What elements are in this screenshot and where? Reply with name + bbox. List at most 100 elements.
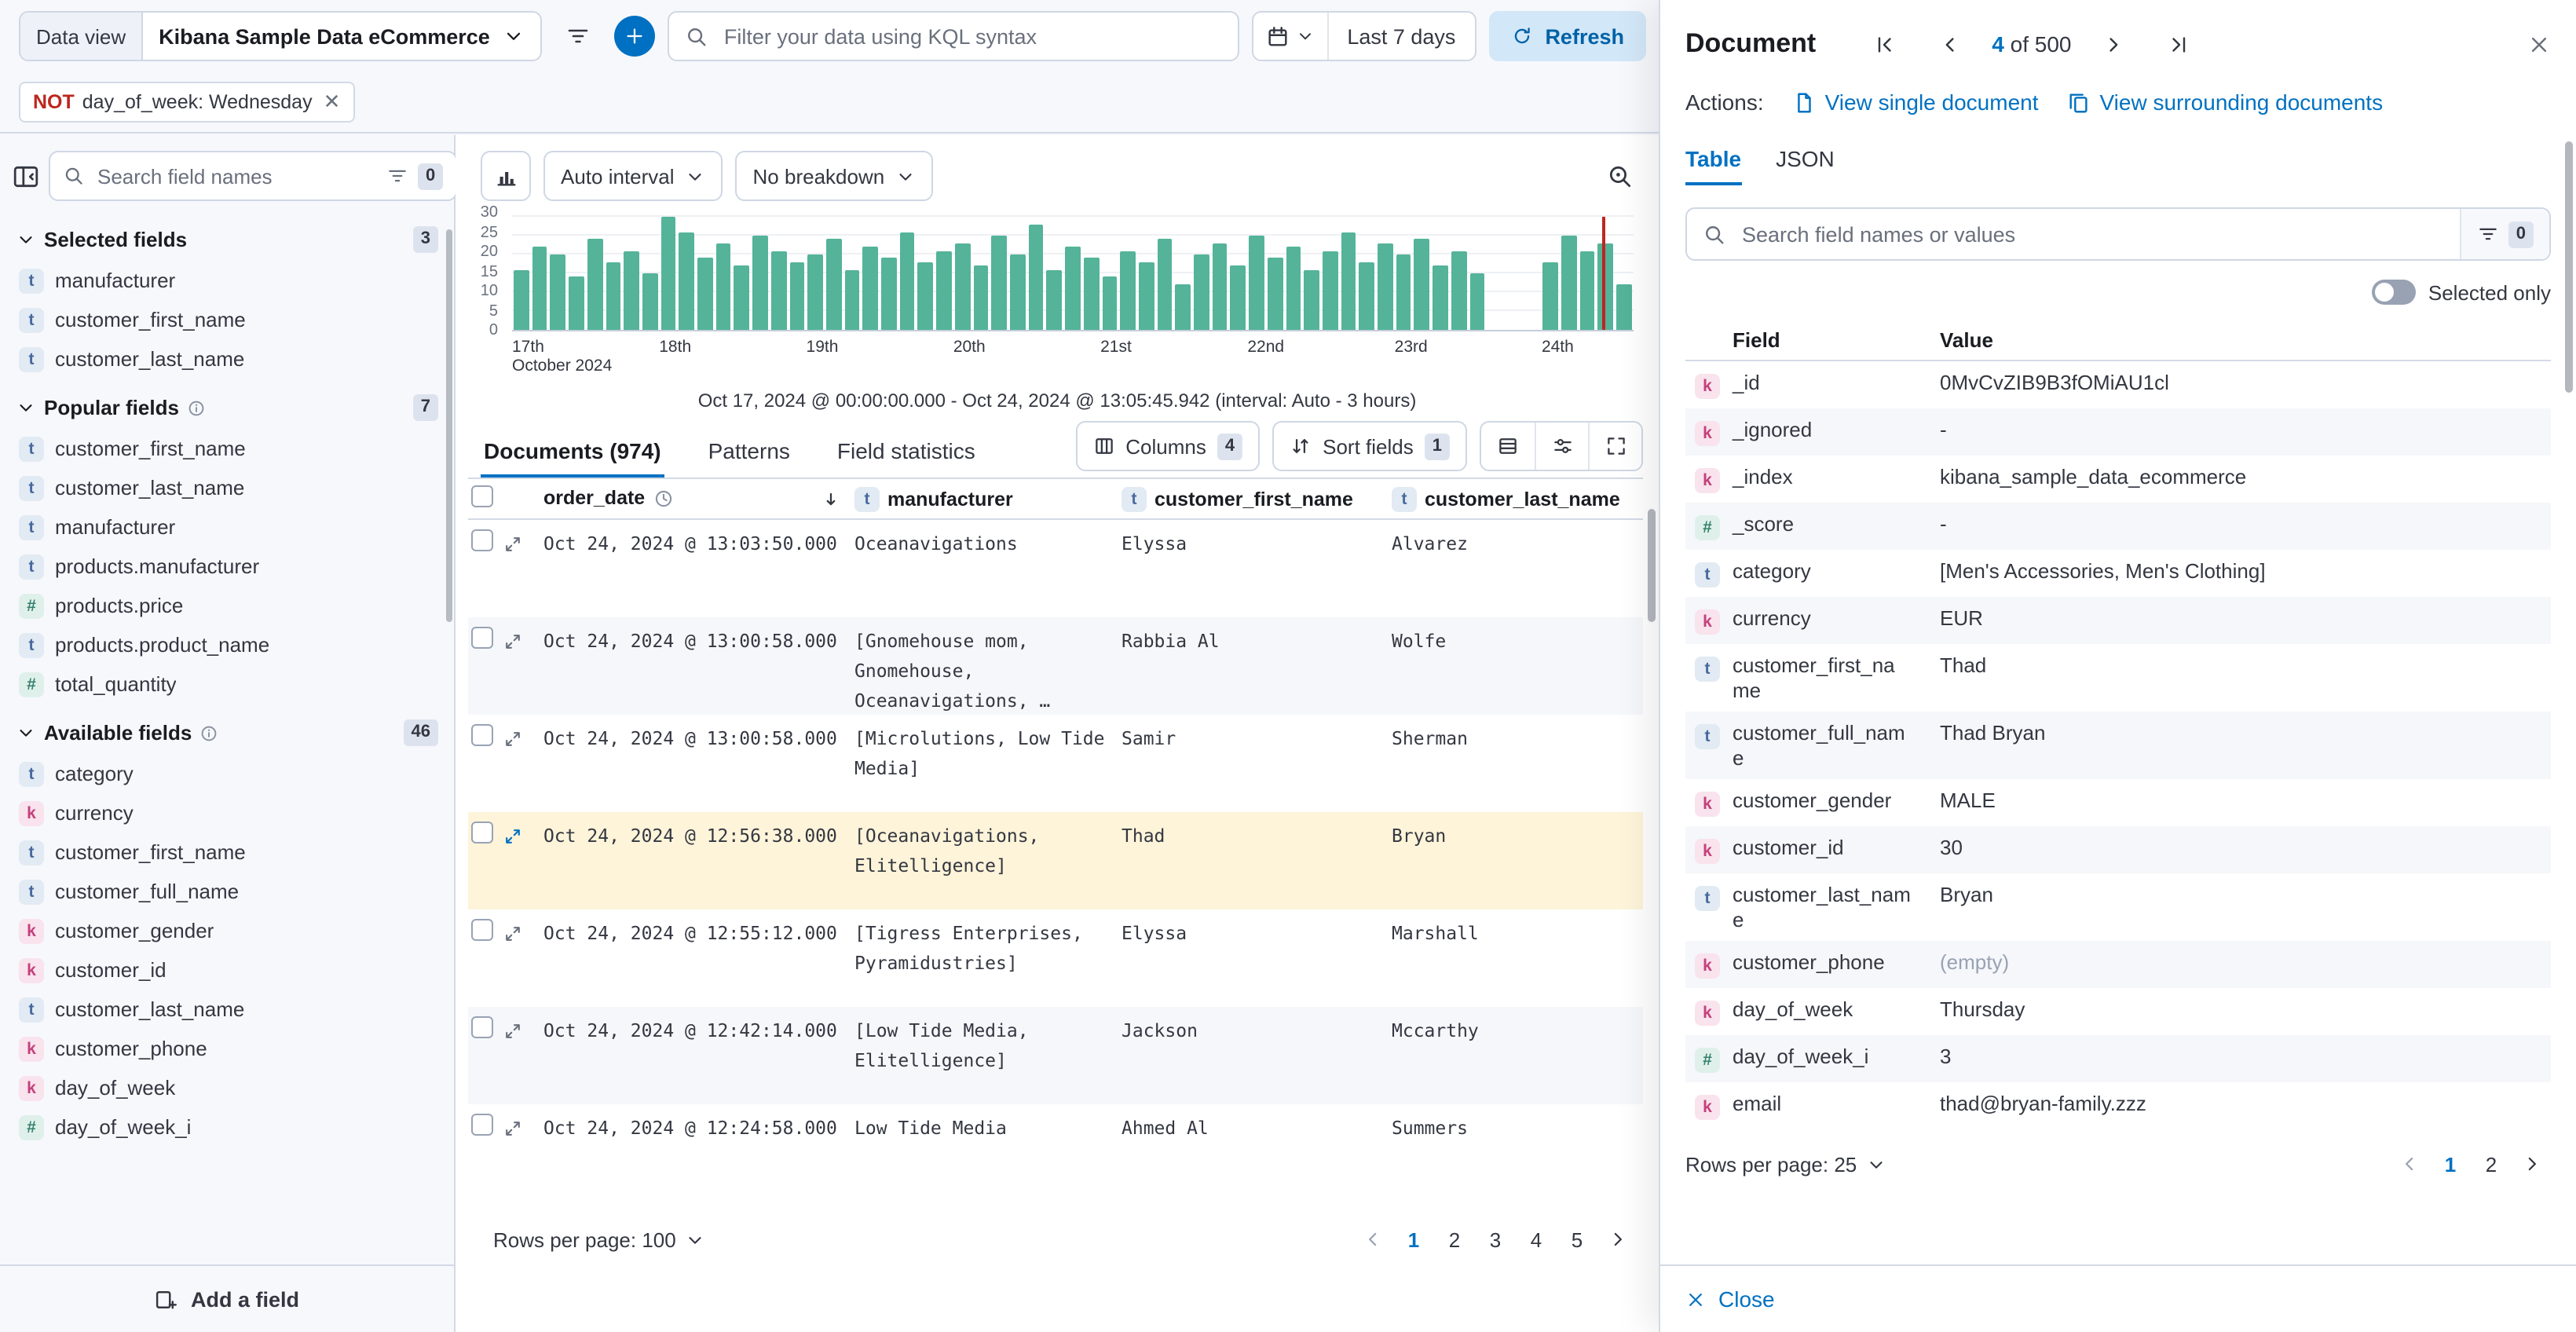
histogram-bar[interactable] bbox=[973, 265, 989, 330]
histogram-bar[interactable] bbox=[899, 232, 915, 330]
tab-field-statistics[interactable]: Field statistics bbox=[836, 438, 975, 463]
histogram-bar[interactable] bbox=[697, 258, 713, 330]
field-item[interactable]: # products.price bbox=[13, 586, 441, 625]
doc-field-row[interactable]: t customer_first_name Thad bbox=[1685, 644, 2551, 712]
histogram-bar[interactable] bbox=[1138, 262, 1154, 330]
histogram-bar[interactable] bbox=[1433, 265, 1448, 330]
histogram-bar[interactable] bbox=[1102, 276, 1118, 330]
histogram-bar[interactable] bbox=[1120, 251, 1136, 330]
doc-field-row[interactable]: t customer_last_name Bryan bbox=[1685, 873, 2551, 941]
chart-options-button[interactable] bbox=[481, 151, 531, 201]
histogram-bar[interactable] bbox=[954, 243, 971, 330]
previous-document-button[interactable] bbox=[1926, 20, 1973, 68]
row-checkbox[interactable] bbox=[468, 520, 503, 617]
data-view-button[interactable]: Kibana Sample Data eCommerce bbox=[143, 13, 540, 60]
histogram-bar[interactable] bbox=[1414, 239, 1430, 330]
page-3-button[interactable]: 3 bbox=[1489, 1228, 1502, 1251]
page-1-button[interactable]: 1 bbox=[2444, 1152, 2457, 1176]
field-item[interactable]: k customer_phone bbox=[13, 1029, 441, 1068]
histogram-bar[interactable] bbox=[1616, 284, 1632, 330]
sidebar-section-header[interactable]: Selected fields 3 bbox=[16, 226, 438, 253]
doc-field-row[interactable]: # day_of_week_i 3 bbox=[1685, 1035, 2551, 1082]
histogram-bar[interactable] bbox=[514, 269, 529, 330]
auto-interval-select[interactable]: Auto interval bbox=[543, 151, 723, 201]
field-search-input[interactable] bbox=[94, 163, 377, 189]
doc-field-row[interactable]: k customer_gender MALE bbox=[1685, 779, 2551, 826]
remove-filter-icon[interactable]: ✕ bbox=[323, 90, 341, 113]
table-row[interactable]: Oct 24, 2024 @ 13:00:58.000 [Gnomehouse … bbox=[468, 617, 1643, 715]
page-2-button[interactable]: 2 bbox=[1448, 1228, 1461, 1251]
histogram-bar[interactable] bbox=[1175, 284, 1191, 330]
histogram-bar[interactable] bbox=[1396, 254, 1411, 330]
columns-button[interactable]: Columns 4 bbox=[1075, 421, 1261, 471]
row-checkbox[interactable] bbox=[468, 617, 503, 715]
sidebar-section-header[interactable]: Popular fields 7 bbox=[16, 394, 438, 421]
table-row[interactable]: Oct 24, 2024 @ 13:00:58.000 [Microlution… bbox=[468, 715, 1643, 812]
histogram-bar[interactable] bbox=[1083, 258, 1099, 330]
histogram-bar[interactable] bbox=[844, 269, 860, 330]
row-checkbox[interactable] bbox=[468, 715, 503, 812]
doc-field-row[interactable]: t category [Men's Accessories, Men's Clo… bbox=[1685, 550, 2551, 597]
grid-settings-button[interactable] bbox=[1535, 423, 1588, 470]
expand-row-icon[interactable] bbox=[503, 520, 543, 617]
row-checkbox[interactable] bbox=[468, 909, 503, 1007]
tab-documents[interactable]: Documents (974) bbox=[481, 429, 664, 478]
row-checkbox[interactable] bbox=[468, 1104, 503, 1202]
collapse-sidebar-button[interactable] bbox=[13, 152, 39, 199]
doc-field-row[interactable]: k _ignored - bbox=[1685, 408, 2551, 456]
next-page-button[interactable] bbox=[2513, 1145, 2551, 1183]
histogram-bar[interactable] bbox=[862, 247, 879, 330]
expand-row-icon[interactable] bbox=[503, 617, 543, 715]
close-flyout-icon[interactable] bbox=[2527, 31, 2551, 57]
time-range-button[interactable]: Last 7 days bbox=[1328, 13, 1475, 60]
filter-menu-button[interactable] bbox=[554, 13, 602, 60]
field-item[interactable]: t manufacturer bbox=[13, 261, 441, 300]
sort-fields-button[interactable]: Sort fields 1 bbox=[1272, 421, 1467, 471]
histogram-bar[interactable] bbox=[1304, 269, 1319, 330]
rows-per-page-button[interactable]: Rows per page: 100 bbox=[493, 1228, 706, 1251]
add-field-button[interactable]: Add a field bbox=[13, 1275, 441, 1323]
select-all-checkbox[interactable] bbox=[468, 485, 503, 512]
histogram-bar[interactable] bbox=[587, 239, 603, 330]
histogram-bar[interactable] bbox=[606, 262, 621, 330]
previous-page-button[interactable] bbox=[1354, 1220, 1392, 1258]
page-2-button[interactable]: 2 bbox=[2485, 1152, 2497, 1176]
field-item[interactable]: t customer_first_name bbox=[13, 429, 441, 468]
field-item[interactable]: # day_of_week_i bbox=[13, 1107, 441, 1147]
expand-row-icon[interactable] bbox=[503, 812, 543, 909]
field-item[interactable]: t customer_full_name bbox=[13, 872, 441, 911]
histogram-bar[interactable] bbox=[642, 273, 658, 330]
view-single-document-link[interactable]: View single document bbox=[1792, 90, 2039, 115]
doc-field-search-input[interactable] bbox=[1739, 221, 2447, 247]
histogram-bar[interactable] bbox=[1542, 262, 1559, 330]
histogram-bar[interactable] bbox=[1028, 224, 1044, 330]
table-row[interactable]: Oct 24, 2024 @ 12:24:58.000 Low Tide Med… bbox=[468, 1104, 1643, 1202]
previous-page-button[interactable] bbox=[2391, 1145, 2428, 1183]
expand-row-icon[interactable] bbox=[503, 1104, 543, 1202]
histogram-bar[interactable] bbox=[532, 247, 547, 330]
last-document-button[interactable] bbox=[2157, 20, 2204, 68]
histogram-bar[interactable] bbox=[1359, 262, 1375, 330]
field-item[interactable]: t customer_last_name bbox=[13, 339, 441, 379]
add-filter-button[interactable] bbox=[613, 16, 655, 57]
kql-search-input[interactable] bbox=[720, 23, 1222, 49]
scrollbar-thumb[interactable] bbox=[446, 229, 452, 622]
histogram-bar[interactable] bbox=[1451, 251, 1467, 330]
histogram-bar[interactable] bbox=[624, 251, 639, 330]
field-item[interactable]: t customer_last_name bbox=[13, 990, 441, 1029]
histogram-bar[interactable] bbox=[1194, 254, 1209, 330]
row-checkbox[interactable] bbox=[468, 1007, 503, 1104]
histogram-bar[interactable] bbox=[1378, 243, 1393, 330]
field-item[interactable]: k customer_id bbox=[13, 950, 441, 990]
selected-only-toggle[interactable] bbox=[2371, 280, 2416, 305]
doc-field-row[interactable]: k _index kibana_sample_data_ecommerce bbox=[1685, 456, 2551, 503]
doc-field-row[interactable]: k day_of_week Thursday bbox=[1685, 988, 2551, 1035]
histogram-bar[interactable] bbox=[1579, 251, 1595, 330]
histogram-bar[interactable] bbox=[1322, 251, 1338, 330]
histogram-bar[interactable] bbox=[1341, 232, 1356, 330]
histogram-bar[interactable] bbox=[734, 265, 750, 330]
histogram-bar[interactable] bbox=[1286, 247, 1301, 330]
tab-table[interactable]: Table bbox=[1685, 146, 1741, 185]
doc-field-row[interactable]: k customer_phone (empty) bbox=[1685, 941, 2551, 988]
field-item[interactable]: # total_quantity bbox=[13, 664, 441, 704]
